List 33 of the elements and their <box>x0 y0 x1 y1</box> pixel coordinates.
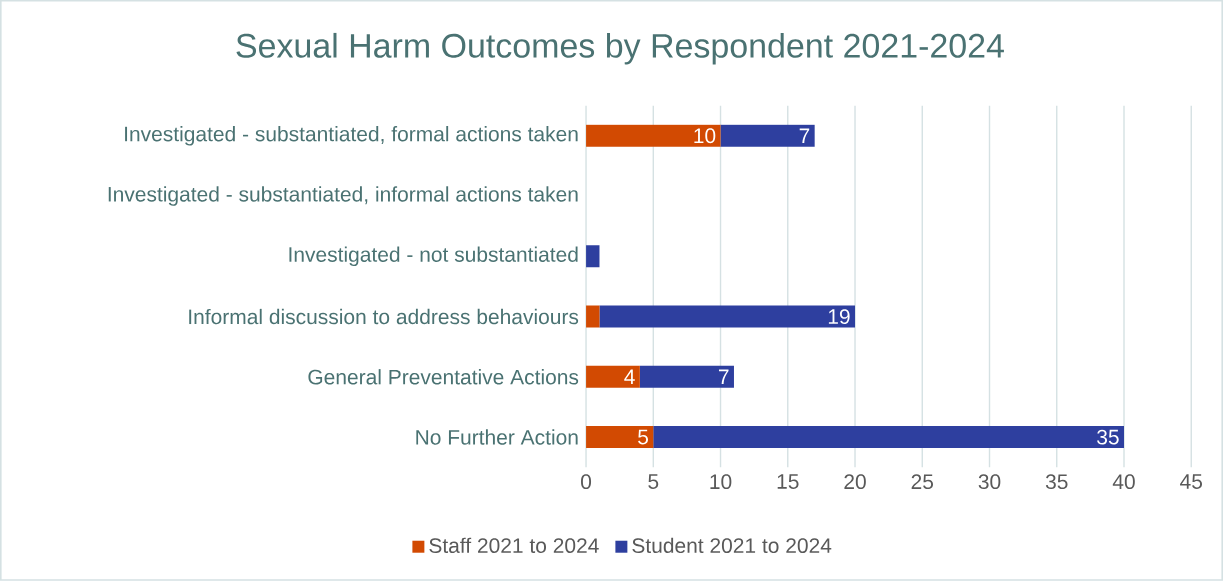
data-label: 5 <box>638 429 648 445</box>
x-tick-label: 0 <box>581 474 592 490</box>
bar <box>586 124 721 147</box>
y-tick-label: General Preventative Actions <box>308 369 579 385</box>
x-tick-label: 25 <box>911 474 934 490</box>
y-tick-label: Informal discussion to address behaviours <box>189 308 579 325</box>
data-label: 7 <box>799 128 810 144</box>
y-tick-label: Investigated - not substantiated <box>289 246 578 267</box>
x-tick-label: 5 <box>648 474 659 489</box>
y-tick-label: Investigated - substantiated, formal actions taken <box>125 126 578 146</box>
data-label: 19 <box>828 309 850 325</box>
bar <box>586 426 654 449</box>
x-tick-label: 15 <box>777 474 799 489</box>
bar <box>720 124 815 147</box>
legend-label: Staff 2021 to 2024 <box>429 537 599 554</box>
x-tick-label: 35 <box>1045 474 1068 490</box>
bar <box>586 365 640 388</box>
chart-title: Sexual Harm Outcomes by Respondent 2021-2024 <box>236 32 1004 65</box>
legend-label: Student 2021 to 2024 <box>632 537 832 554</box>
data-label: 4 <box>624 369 635 385</box>
y-tick-label: Investigated - substantiated, informal actions taken <box>108 186 578 206</box>
bar <box>599 305 856 328</box>
x-tick-label: 30 <box>978 474 1001 490</box>
data-label: 35 <box>1097 429 1119 445</box>
bar <box>653 426 1124 449</box>
y-tick-label: No Further Action <box>416 429 578 445</box>
x-tick-label: 10 <box>710 474 732 490</box>
data-label: 7 <box>718 369 729 385</box>
x-tick-label: 40 <box>1112 474 1135 490</box>
data-label: 10 <box>694 128 716 144</box>
bar <box>639 365 734 388</box>
x-tick-label: 45 <box>1180 474 1203 489</box>
x-tick-label: 20 <box>844 474 866 490</box>
